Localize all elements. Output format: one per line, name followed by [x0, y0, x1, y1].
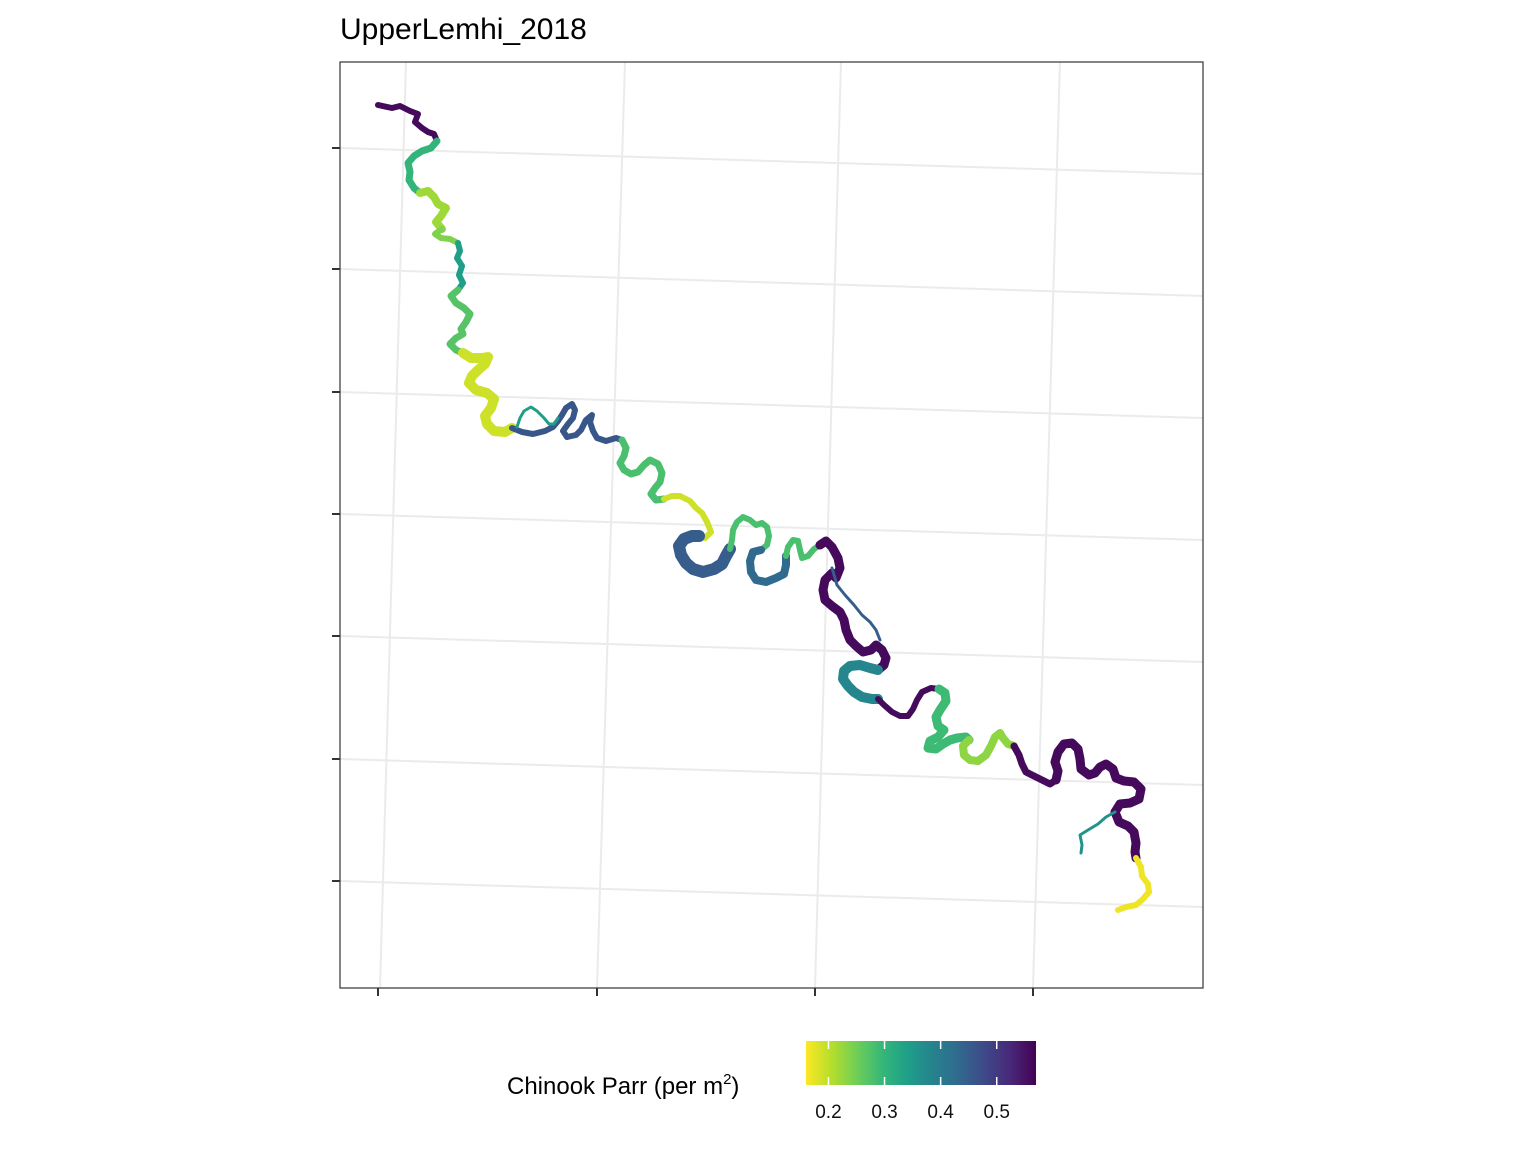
river-segment-seg-15: [746, 546, 790, 586]
color-legend: Chinook Parr (per m2) 0.2 0.3 0.4 0.5: [507, 1041, 1036, 1123]
river-segment-seg-20: [875, 685, 942, 719]
river-segment-seg-05: [454, 240, 466, 293]
parallel-line: [340, 147, 1203, 175]
y-axis-ticks: [332, 147, 340, 882]
legend-title-suffix: ): [731, 1073, 739, 1100]
legend-title-superscript: 2: [723, 1071, 731, 1088]
legend-ticks: 0.2 0.3 0.4 0.5: [815, 1041, 1010, 1123]
river-segment-seg-25: [1078, 810, 1117, 855]
river-segment-seg-14: [727, 514, 772, 553]
panel-background: [340, 62, 1203, 988]
river-segment-seg-02: [404, 137, 441, 197]
parallel-line: [340, 513, 1203, 541]
river-segment-seg-07: [458, 348, 517, 437]
river-segment-seg-18: [830, 566, 882, 642]
river-segment-seg-12: [661, 493, 714, 541]
legend-colorbar: [806, 1041, 1036, 1085]
river-segment-seg-22: [959, 729, 1018, 765]
river-segment-seg-06: [446, 286, 474, 357]
meridian-line: [379, 62, 407, 988]
legend-tick-label: 0.2: [815, 1102, 841, 1123]
meridian-line: [1032, 62, 1061, 988]
legend-tick-label: 0.4: [927, 1102, 954, 1123]
panel-border: [339, 61, 1204, 989]
river-segment-seg-24: [1050, 738, 1146, 863]
river-segment-seg-16: [783, 537, 823, 561]
river-segment-seg-04: [432, 226, 461, 246]
river-network: [375, 102, 1152, 913]
river-segment-seg-03: [416, 187, 450, 233]
river-segment-seg-19: [838, 660, 883, 704]
meridian-line: [814, 62, 842, 988]
river-segment-seg-23: [1010, 742, 1060, 788]
parallel-line: [340, 268, 1203, 297]
river-segment-seg-13: [673, 530, 736, 578]
x-axis-ticks: [377, 988, 1034, 996]
river-segment-seg-11: [616, 436, 668, 504]
river-segment-seg-09: [515, 405, 560, 429]
legend-title-prefix: Chinook Parr (per m: [507, 1073, 723, 1100]
river-segment-seg-08: [509, 401, 578, 440]
legend-tick-label: 0.5: [984, 1102, 1010, 1123]
river-segment-seg-01: [375, 102, 440, 144]
legend-title: Chinook Parr (per m2): [507, 1071, 739, 1100]
map-panel: [339, 61, 1204, 989]
river-segment-seg-10: [564, 412, 625, 444]
river-segment-seg-17: [815, 536, 891, 675]
parallel-line: [340, 880, 1203, 908]
river-segment-seg-21: [923, 684, 974, 754]
river-segment-seg-26: [1115, 855, 1152, 913]
meridian-line: [596, 62, 626, 988]
map-title: UpperLemhi_2018: [340, 13, 587, 46]
parallel-line: [340, 635, 1203, 663]
legend-tick-label: 0.3: [871, 1102, 897, 1123]
